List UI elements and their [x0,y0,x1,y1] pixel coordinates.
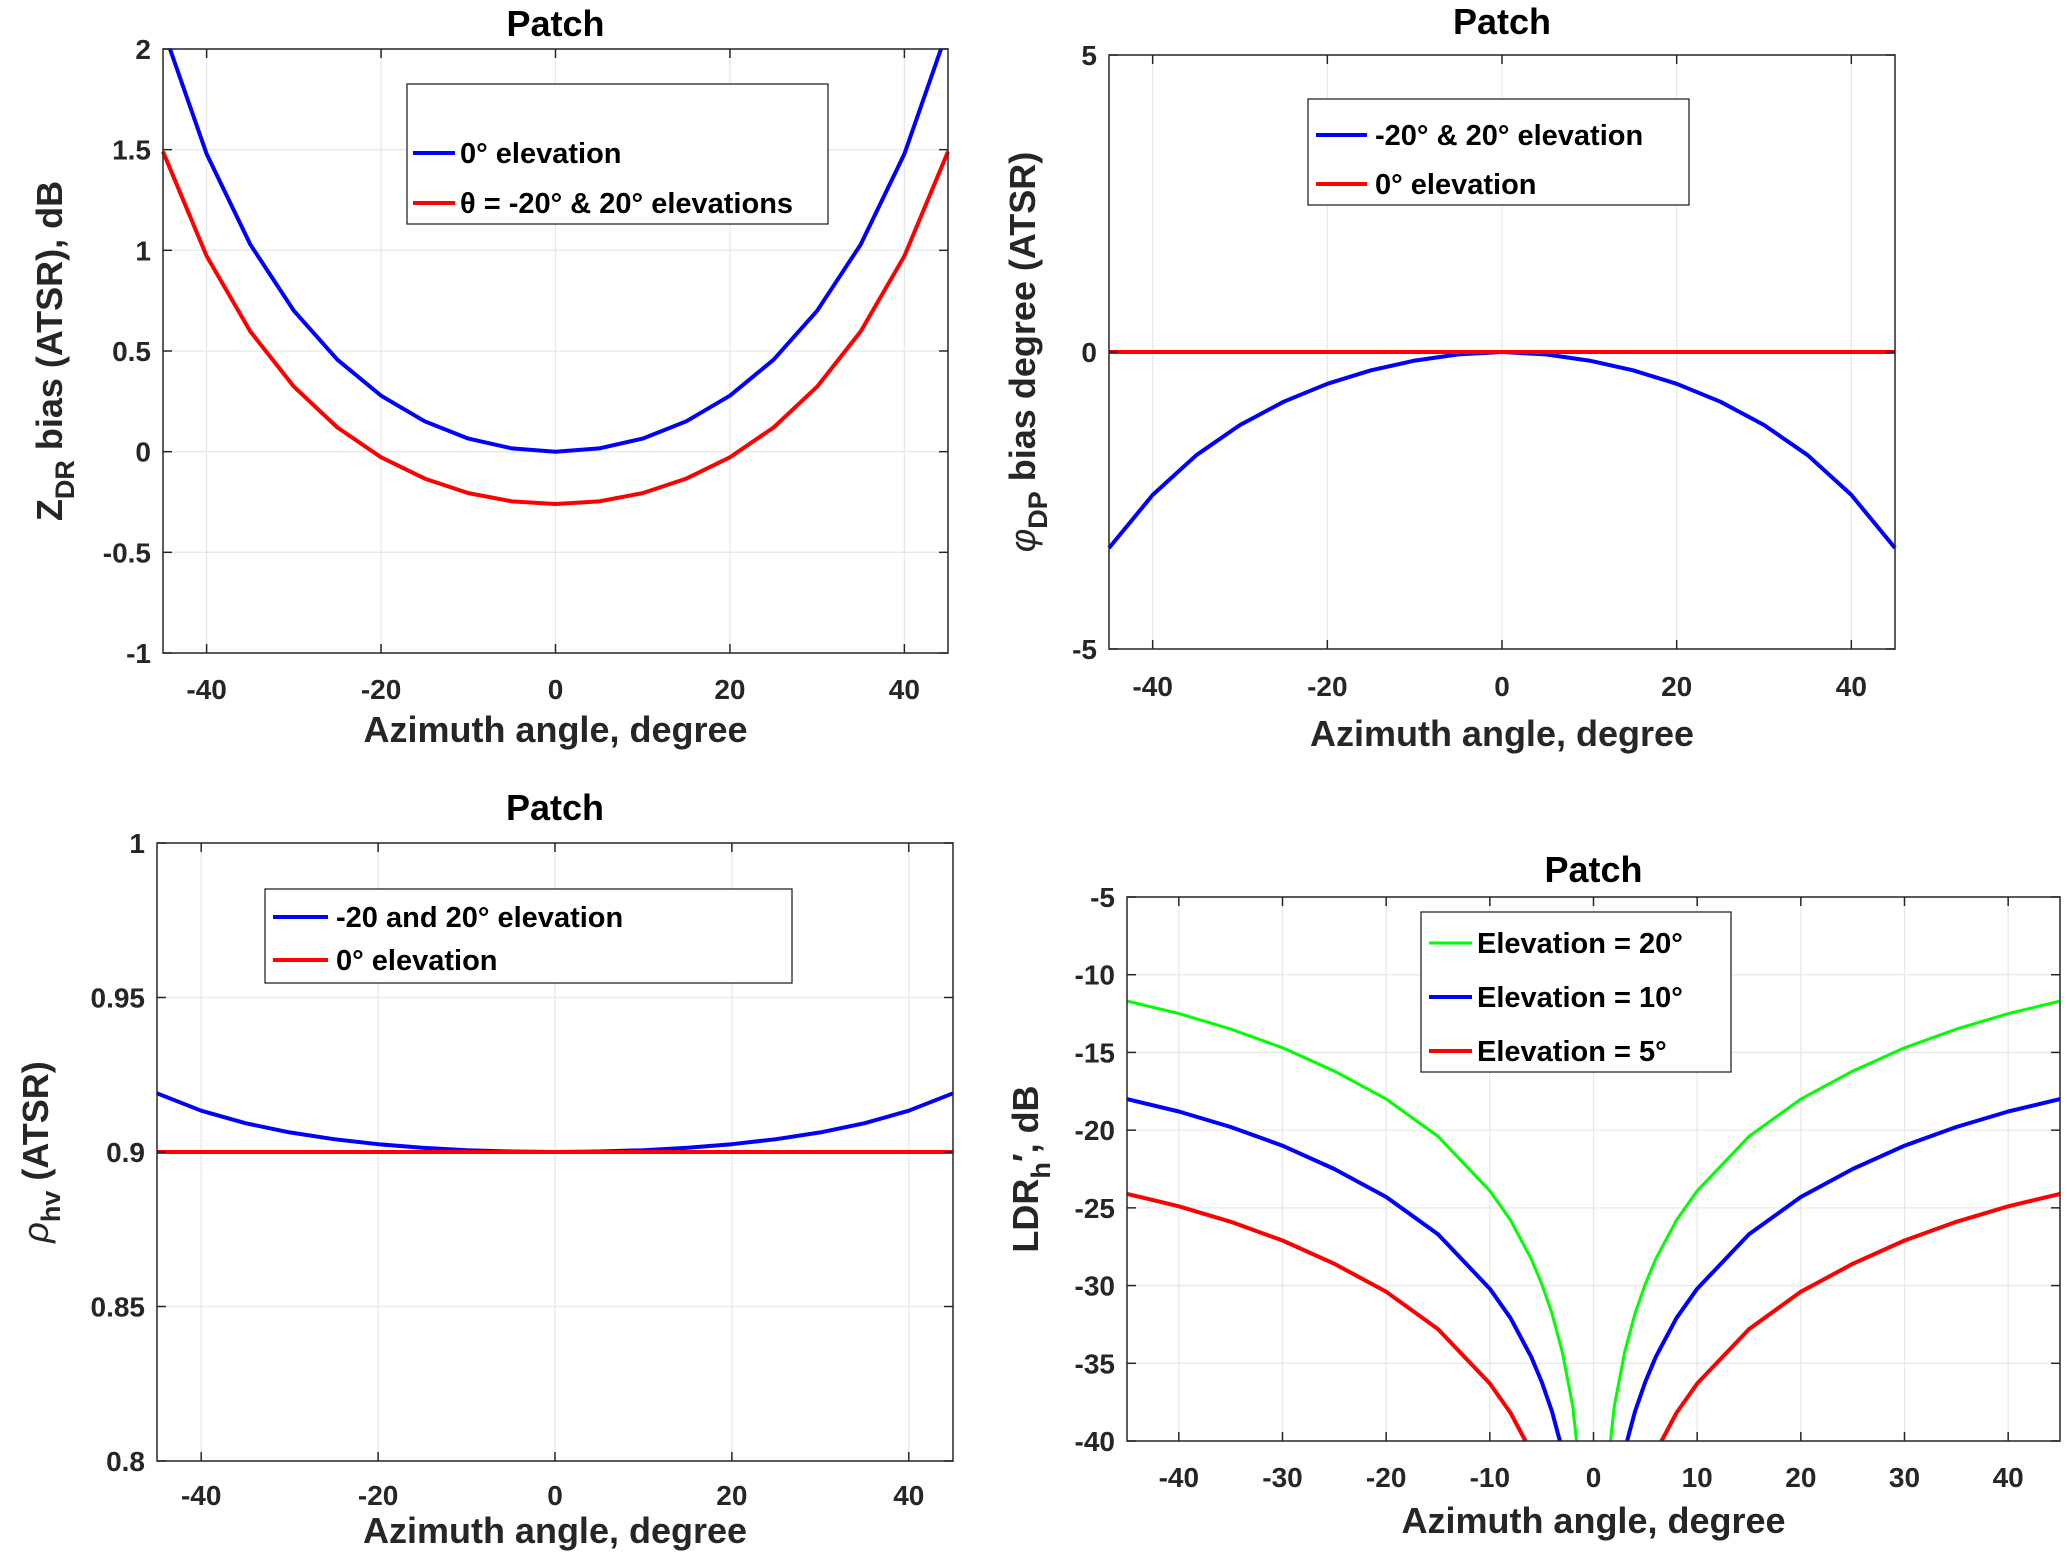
series-line-1 [1126,999,2061,1442]
y-tick-label: 1.5 [112,135,151,166]
x-tick-label: -20 [361,674,401,705]
x-tick-label: 40 [1993,1462,2024,1493]
y-axis-label: ZDR bias (ATSR), dB [29,181,80,521]
x-tick-label: 20 [716,1480,747,1511]
y-tick-label: 0.9 [106,1137,145,1168]
legend-box [1307,98,1690,206]
y-tick-label: 5 [1081,40,1097,71]
y-tick-label: 0.95 [91,983,146,1014]
legend: -20° & 20° elevation 0° elevation [1307,98,1690,206]
legend-box [264,888,793,984]
x-tick-label: 20 [1661,671,1692,702]
series-line-3 [1126,1191,2061,1442]
y-tick-label: -15 [1075,1037,1115,1068]
y-label-subscript: hv [36,1191,66,1223]
legend-label: -20 and 20° elevation [336,902,623,934]
legend-label: 0° elevation [1375,169,1537,201]
y-tick-label: -30 [1075,1271,1115,1302]
x-tick-label: 0 [1494,671,1510,702]
y-label-rest: ′, dB [1005,1085,1046,1162]
y-label-main: φ [1002,529,1043,552]
y-tick-label: 1 [135,235,151,266]
y-tick-label: 0.5 [112,336,151,367]
y-tick-label: -0.5 [103,537,151,568]
x-tick-label: -20 [1366,1462,1406,1493]
x-axis-label: Azimuth angle, degree [1401,1500,1785,1541]
chart-title: Patch [506,787,604,828]
y-tick-label: -25 [1075,1193,1115,1224]
y-axis-label: φDP bias degree (ATSR) [1002,152,1053,552]
y-label-rest: bias degree (ATSR) [1002,152,1043,491]
x-tick-label: 0 [547,1480,563,1511]
y-tick-label: 0.8 [106,1446,145,1477]
x-axis-label: Azimuth angle, degree [363,1510,747,1551]
legend-box [1420,911,1732,1073]
x-tick-label: -20 [358,1480,398,1511]
x-tick-label: 40 [1836,671,1867,702]
y-label-subscript: h [1026,1162,1056,1179]
chart-title: Patch [1544,849,1642,890]
x-tick-label: 0 [1586,1462,1602,1493]
legend-label: 0° elevation [336,945,498,977]
y-label-main: LDR [1005,1179,1046,1253]
x-tick-label: -40 [186,674,226,705]
series-line-2 [1126,1097,2061,1442]
chart-panel-3: -40 -20 0 20 40 0.8 0.85 0.9 0.95 1 Patch Azimuth a… [15,787,954,1551]
legend: Elevation = 20° Elevation = 10° Elevation … [1420,911,1732,1073]
series-line-2 [161,150,950,506]
legend-label: Elevation = 10° [1477,982,1683,1014]
chart-title: Patch [506,3,604,44]
x-tick-label: 20 [1785,1462,1816,1493]
y-label-subscript: DP [1023,491,1053,529]
y-tick-label: -20 [1075,1115,1115,1146]
chart-panel-2: -40 -20 0 20 40 -5 0 5 Patch Azimuth angle, degre… [1002,1,1897,754]
x-tick-label: -30 [1262,1462,1302,1493]
y-tick-label: -1 [126,638,151,669]
y-tick-label: -5 [1072,634,1097,665]
x-tick-label: 30 [1889,1462,1920,1493]
chart-panel-1: -40 -20 0 20 40 -1 -0.5 0 0.5 1 1.5 2 Patch Azimuth a… [29,3,950,750]
chart-title: Patch [1453,1,1551,42]
y-label-main: Z [29,499,70,521]
x-tick-label: -10 [1470,1462,1510,1493]
y-tick-label: 1 [129,828,145,859]
series-line-1 [168,48,943,454]
x-tick-label: 40 [889,674,920,705]
x-tick-label: 40 [893,1480,924,1511]
legend-label: 0° elevation [460,138,622,170]
y-tick-label: 0.85 [91,1292,146,1323]
x-tick-label: -40 [1159,1462,1199,1493]
y-axis-label: LDRh′, dB [1005,1085,1056,1252]
legend-label: Elevation = 5° [1477,1036,1667,1068]
legend: 0° elevation θ = -20° & 20° elevations [406,83,829,225]
x-tick-label: 0 [548,674,564,705]
y-tick-label: -5 [1090,882,1115,913]
y-tick-label: 0 [1081,337,1097,368]
legend-label: θ = -20° & 20° elevations [460,188,793,220]
x-axis-label: Azimuth angle, degree [1310,713,1694,754]
y-tick-label: -10 [1075,960,1115,991]
x-tick-label: 10 [1682,1462,1713,1493]
y-tick-label: 0 [135,437,151,468]
x-tick-label: -40 [1132,671,1172,702]
y-tick-label: -35 [1075,1348,1115,1379]
legend-label: -20° & 20° elevation [1375,120,1643,152]
legend-label: Elevation = 20° [1477,928,1683,960]
y-tick-label: 2 [135,34,151,65]
x-axis-label: Azimuth angle, degree [363,709,747,750]
y-label-main: ρ [15,1222,56,1244]
chart-panel-4: -40 -30 -20 -10 0 10 20 30 40 -40 -35 -30 -25 -20 -15 -… [1005,849,2061,1541]
y-label-subscript: DR [50,460,80,499]
x-tick-label: -20 [1307,671,1347,702]
y-axis-label: ρhv (ATSR) [15,1061,66,1243]
x-tick-label: -40 [181,1480,221,1511]
x-tick-label: 20 [714,674,745,705]
legend-box [406,83,829,225]
y-label-rest: bias (ATSR), dB [29,181,70,460]
y-tick-label: -40 [1075,1426,1115,1457]
y-label-rest: (ATSR) [15,1061,56,1190]
legend: -20 and 20° elevation 0° elevation [264,888,793,984]
